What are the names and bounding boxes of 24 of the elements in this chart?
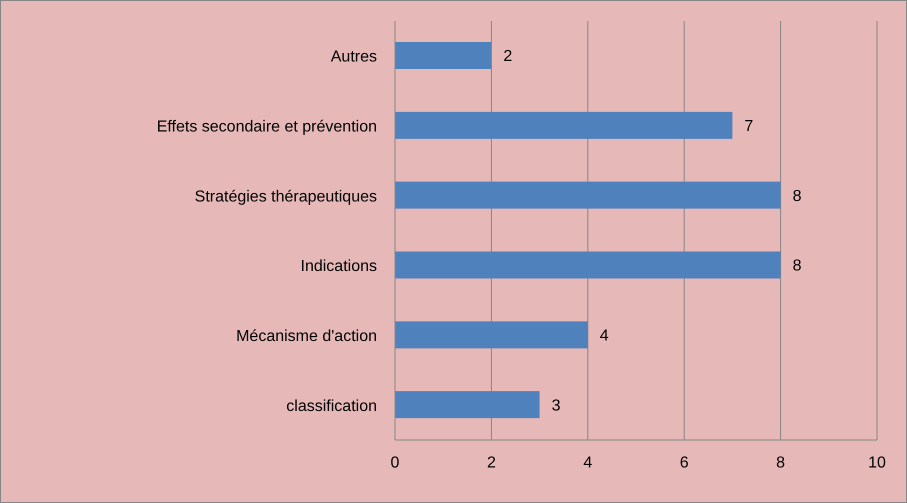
bar	[395, 391, 540, 418]
bar	[395, 182, 781, 209]
data-label: 8	[792, 258, 802, 275]
bar	[395, 112, 732, 139]
x-tick-label: 0	[390, 454, 400, 472]
y-tick-label: Stratégies thérapeutiques	[194, 188, 377, 206]
y-tick-label: Indications	[300, 258, 377, 276]
x-tick-label: 4	[583, 454, 592, 472]
data-label: 2	[503, 48, 512, 66]
data-label: 3	[552, 397, 561, 414]
x-tick-label: 10	[868, 454, 886, 472]
y-tick-label: Effets secondaire et prévention	[156, 118, 377, 136]
y-tick-label: Autres	[330, 48, 377, 66]
bar	[395, 252, 781, 278]
data-label: 7	[744, 118, 754, 136]
y-tick-label: classification	[286, 398, 377, 415]
x-tick-label: 8	[776, 454, 786, 472]
y-tick-label: Mécanisme d'action	[236, 328, 377, 345]
data-label: 8	[792, 188, 802, 205]
bar	[395, 321, 588, 348]
x-tick-label: 2	[486, 454, 496, 472]
data-label: 4	[600, 328, 609, 345]
bar	[395, 42, 492, 69]
x-tick-label: 6	[680, 454, 689, 472]
